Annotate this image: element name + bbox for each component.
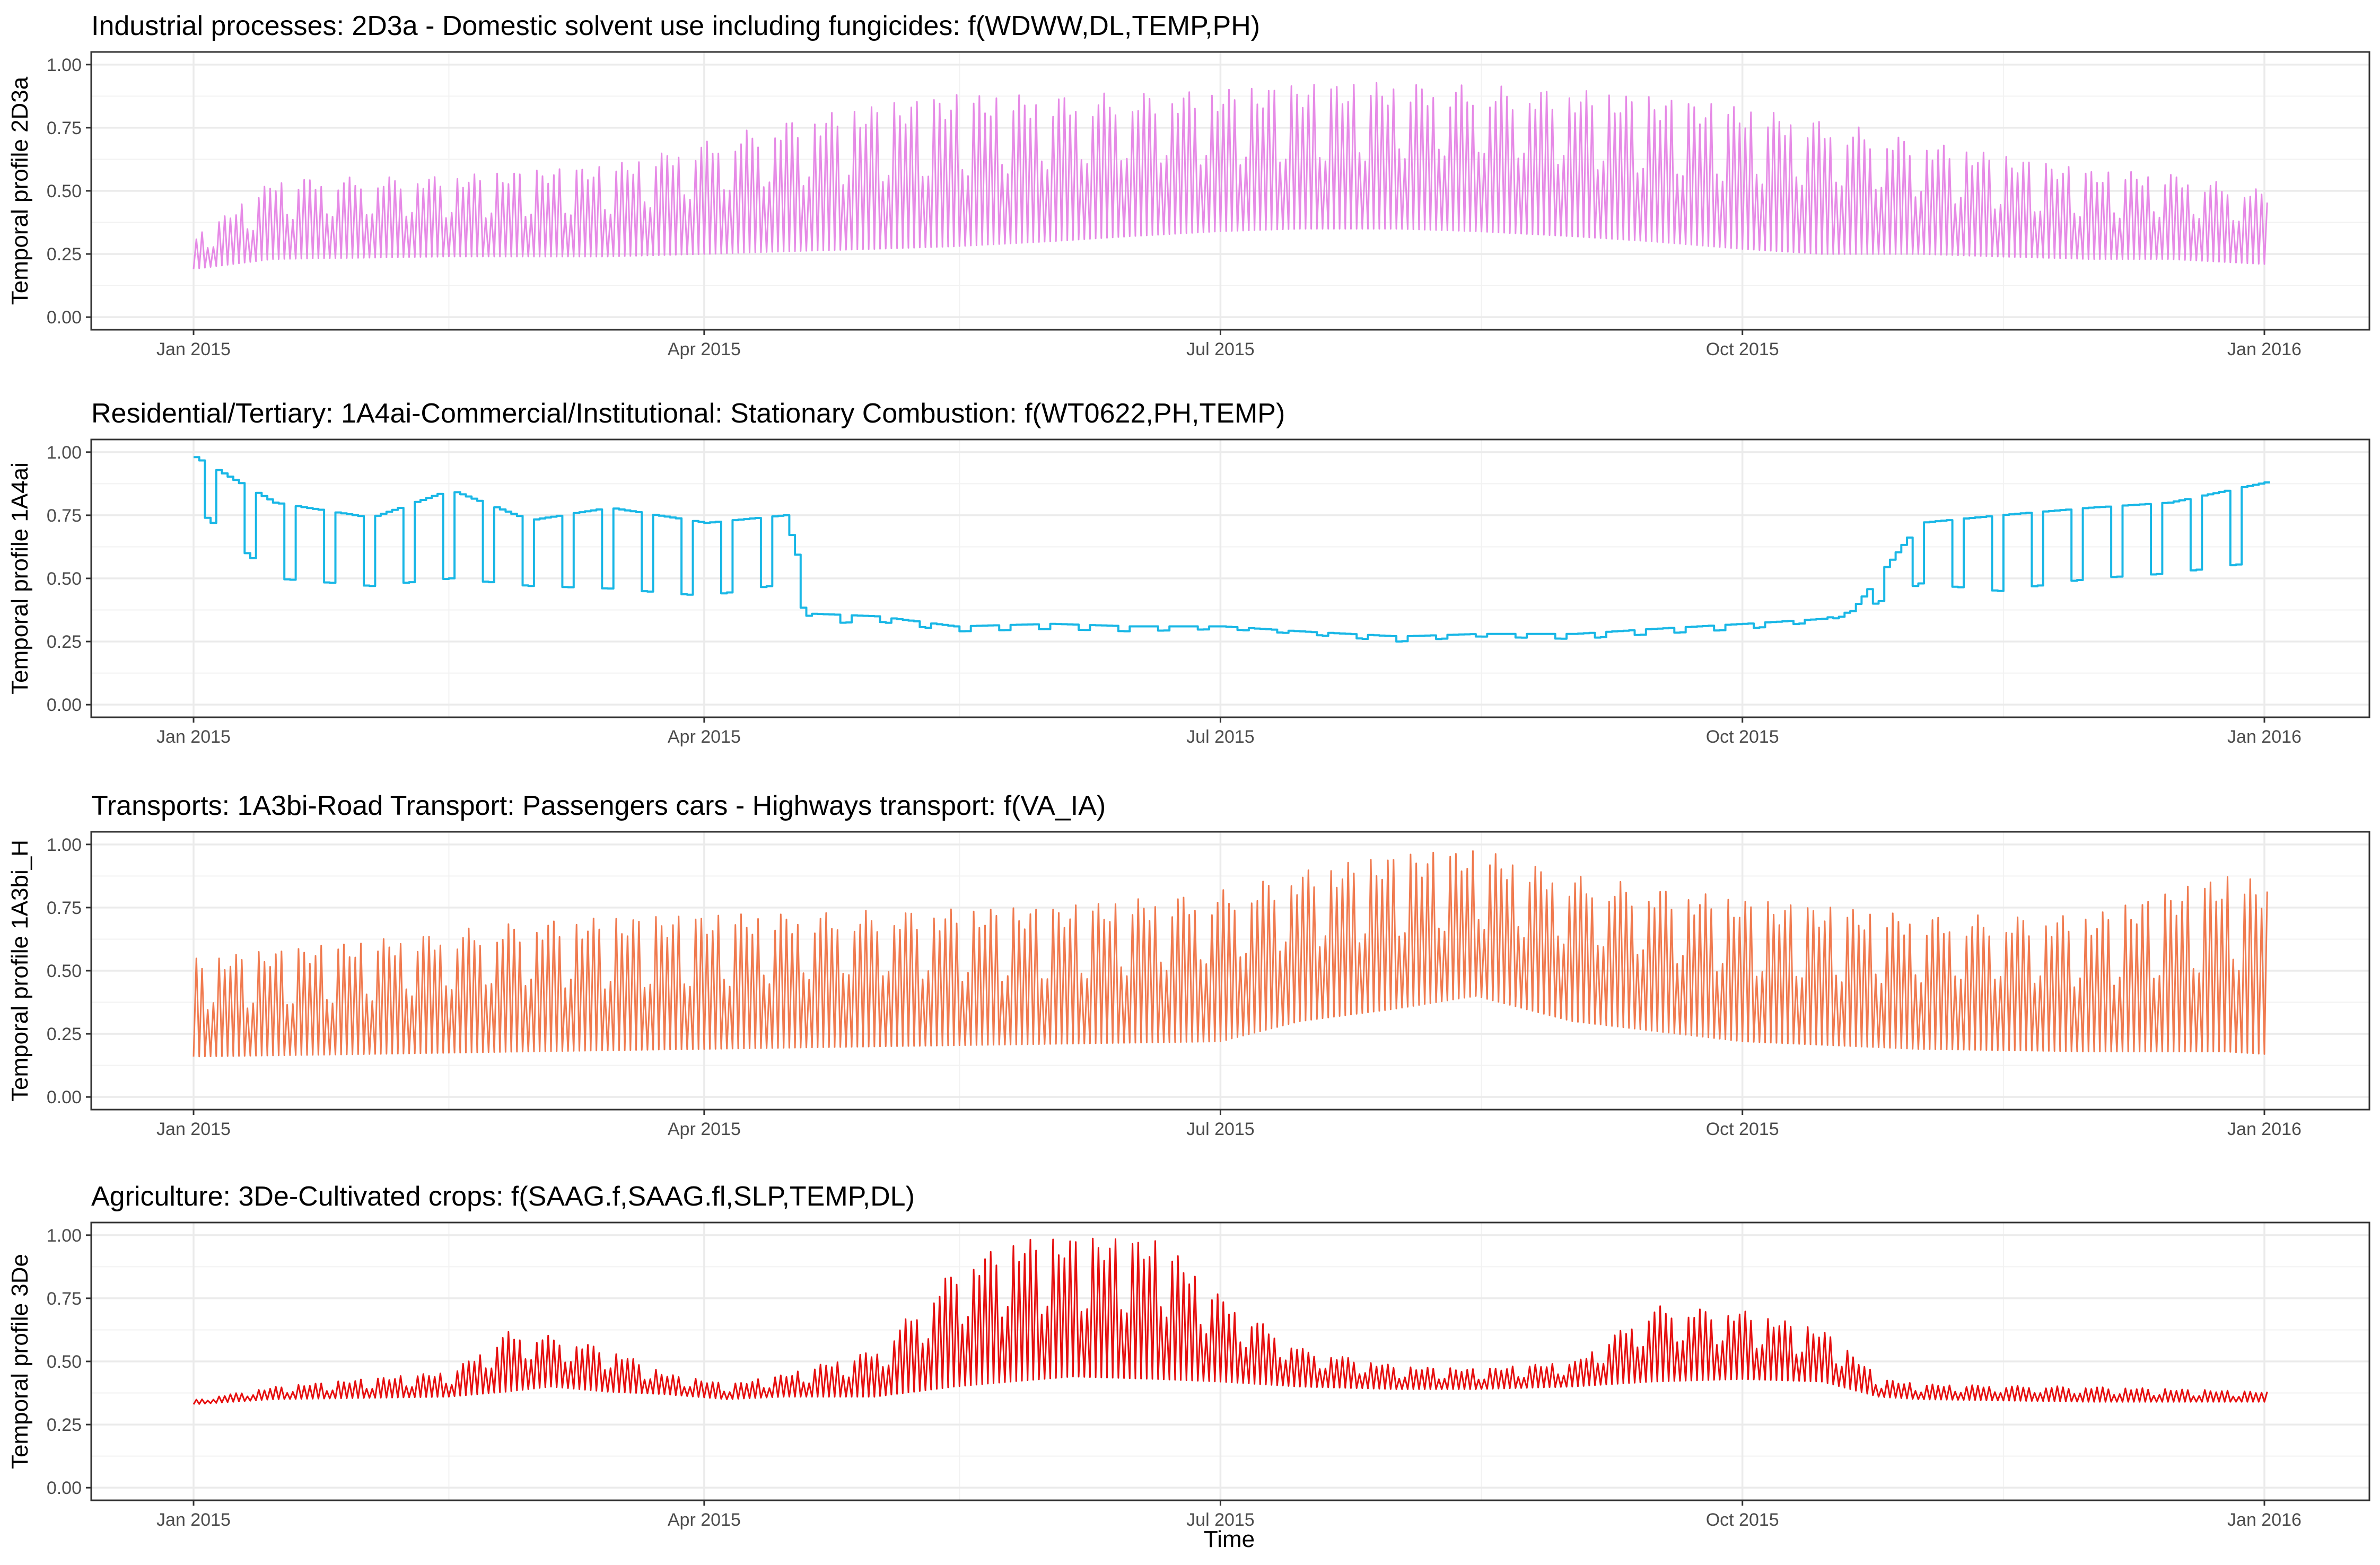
x-tick-label: Apr 2015	[668, 339, 741, 359]
x-tick-label: Jan 2015	[156, 1119, 231, 1139]
y-tick-label: 0.75	[47, 118, 82, 138]
panel-title: Residential/Tertiary: 1A4ai-Commercial/I…	[91, 398, 1285, 429]
panel-title: Industrial processes: 2D3a - Domestic so…	[91, 11, 1260, 41]
y-tick-label: 0.75	[47, 898, 82, 918]
y-tick-label: 0.25	[47, 632, 82, 652]
y-tick-label: 0.00	[47, 307, 82, 328]
y-tick-label: 0.00	[47, 695, 82, 715]
panel-border	[90, 51, 2370, 331]
y-tick-label: 0.50	[47, 961, 82, 981]
y-tick-label: 0.50	[47, 1352, 82, 1372]
y-axis-label: Temporal profile 1A4ai	[7, 462, 33, 694]
series-line	[192, 82, 2268, 269]
panel-title: Transports: 1A3bi-Road Transport: Passen…	[91, 790, 1106, 821]
x-tick-label: Jul 2015	[1186, 1510, 1255, 1530]
series-line	[194, 456, 2270, 643]
panel-title: Agriculture: 3De-Cultivated crops: f(SAA…	[91, 1181, 915, 1212]
series-line	[192, 850, 2268, 1058]
y-tick-label: 1.00	[47, 55, 82, 75]
y-axis-label: Temporal profile 1A3bi_H	[7, 840, 33, 1102]
x-tick-label: Jul 2015	[1186, 1119, 1255, 1139]
y-tick-label: 0.75	[47, 1289, 82, 1309]
x-tick-label: Jan 2016	[2227, 339, 2302, 359]
y-tick-label: 0.25	[47, 1024, 82, 1044]
y-tick-label: 0.75	[47, 506, 82, 526]
x-tick-label: Jan 2016	[2227, 727, 2302, 747]
x-tick-label: Jan 2015	[156, 727, 231, 747]
x-tick-label: Apr 2015	[668, 1510, 741, 1530]
x-tick-label: Oct 2015	[1706, 339, 1779, 359]
x-tick-label: Oct 2015	[1706, 727, 1779, 747]
y-tick-label: 1.00	[47, 1226, 82, 1246]
x-tick-label: Jul 2015	[1186, 339, 1255, 359]
x-axis-label: Time	[1204, 1526, 1255, 1552]
panel-p2: Residential/Tertiary: 1A4ai-Commercial/I…	[7, 398, 2370, 747]
x-tick-label: Jan 2015	[156, 339, 231, 359]
x-tick-label: Oct 2015	[1706, 1119, 1779, 1139]
panel-p4: Agriculture: 3De-Cultivated crops: f(SAA…	[7, 1181, 2370, 1530]
x-tick-label: Oct 2015	[1706, 1510, 1779, 1530]
x-tick-label: Apr 2015	[668, 727, 741, 747]
y-tick-label: 1.00	[47, 443, 82, 463]
panel-border	[90, 831, 2370, 1111]
y-tick-label: 0.00	[47, 1087, 82, 1107]
x-tick-label: Jan 2015	[156, 1510, 231, 1530]
series-line	[192, 1237, 2268, 1405]
y-tick-label: 1.00	[47, 835, 82, 855]
y-tick-label: 0.25	[47, 1415, 82, 1435]
panel-p1: Industrial processes: 2D3a - Domestic so…	[7, 11, 2370, 359]
y-axis-label: Temporal profile 2D3a	[7, 76, 33, 305]
y-tick-label: 0.50	[47, 569, 82, 589]
panel-border	[90, 438, 2370, 718]
x-tick-label: Jan 2016	[2227, 1119, 2302, 1139]
x-tick-label: Jan 2016	[2227, 1510, 2302, 1530]
panels: Industrial processes: 2D3a - Domestic so…	[7, 11, 2370, 1530]
y-axis-label: Temporal profile 3De	[7, 1254, 33, 1469]
panel-border	[90, 1221, 2370, 1501]
y-tick-label: 0.00	[47, 1478, 82, 1498]
y-tick-label: 0.25	[47, 244, 82, 265]
x-tick-label: Jul 2015	[1186, 727, 1255, 747]
y-tick-label: 0.50	[47, 181, 82, 201]
panel-p3: Transports: 1A3bi-Road Transport: Passen…	[7, 790, 2370, 1139]
x-tick-label: Apr 2015	[668, 1119, 741, 1139]
